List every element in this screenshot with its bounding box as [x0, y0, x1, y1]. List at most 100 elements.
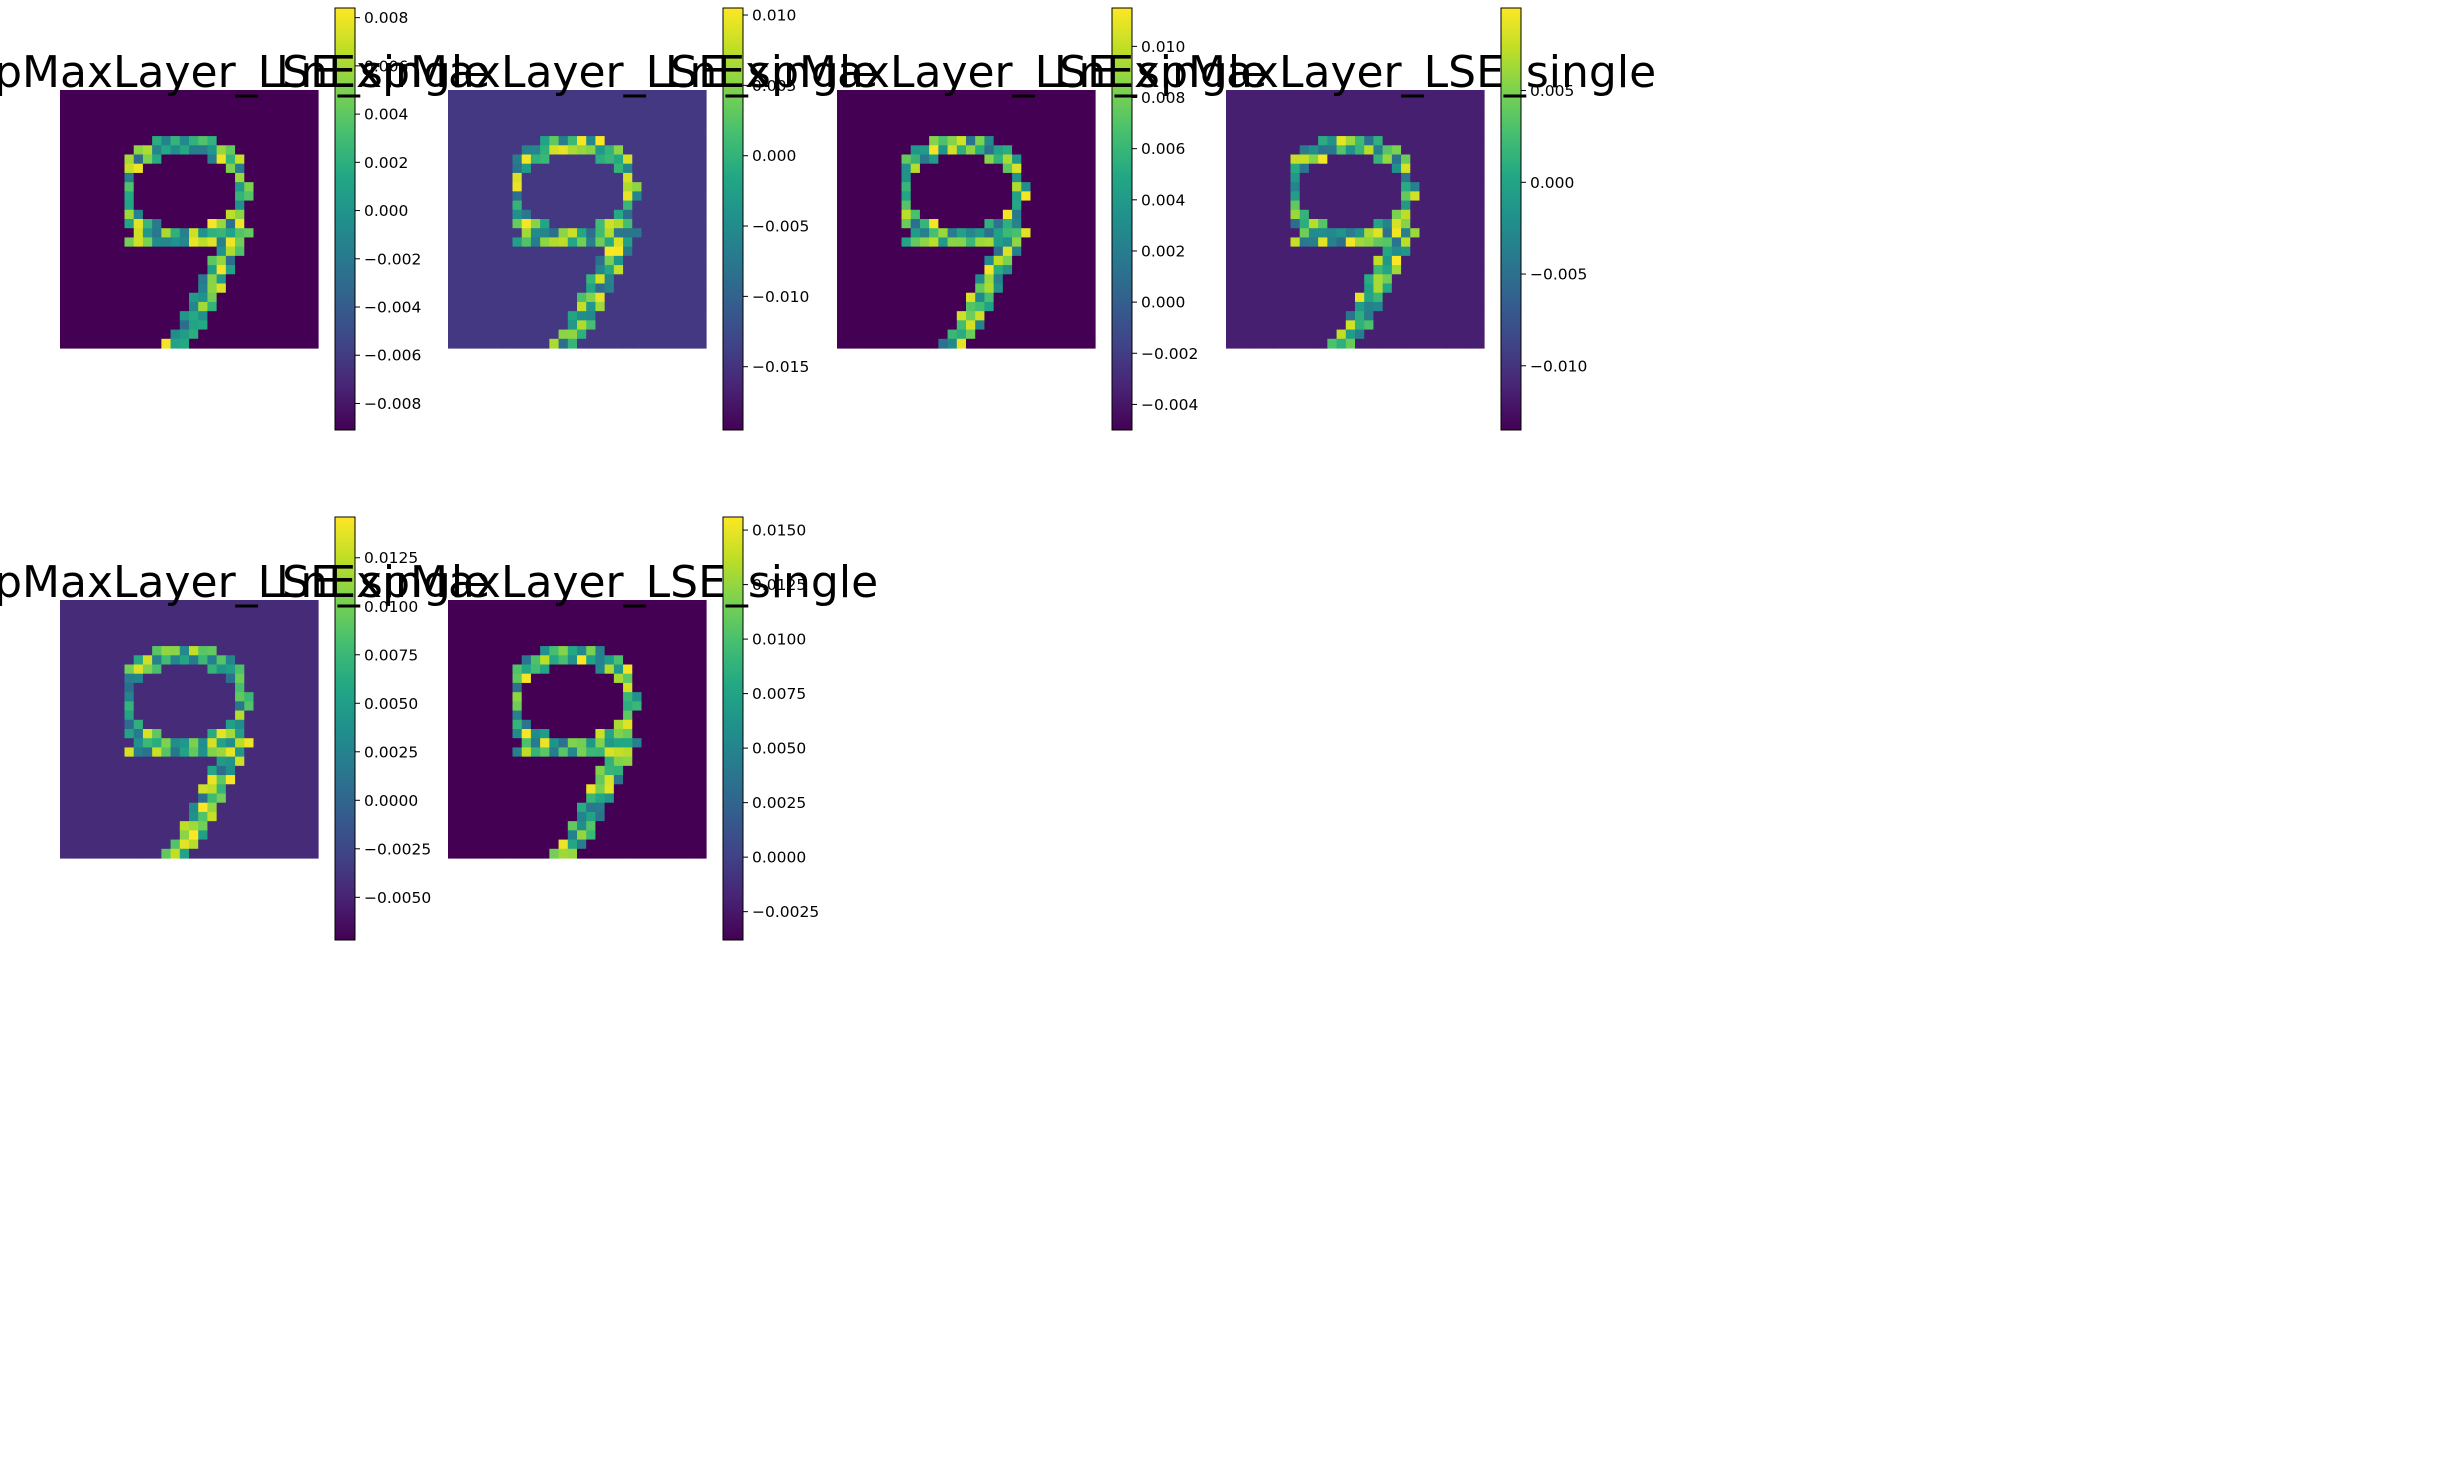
heatmap-cell	[271, 710, 282, 721]
heatmap-cell	[1262, 117, 1273, 128]
heatmap-cell	[69, 90, 80, 100]
heatmap-cell	[512, 655, 523, 666]
heatmap-cell	[142, 265, 153, 275]
subplot-2: 0.0100.0050.000−0.005−0.010−0.015LnExpMa…	[276, 7, 878, 431]
heatmap-cell	[837, 145, 847, 156]
heatmap-cell	[1272, 338, 1282, 349]
heatmap-cell	[873, 191, 884, 202]
heatmap-cell	[1272, 329, 1282, 340]
heatmap-cell	[1272, 255, 1282, 266]
heatmap-cell	[484, 719, 495, 730]
heatmap-cell	[235, 228, 245, 239]
heatmap-cell	[641, 209, 652, 220]
heatmap-cell	[189, 609, 199, 620]
heatmap-cell	[1290, 172, 1301, 183]
heatmap-cell	[503, 246, 514, 257]
heatmap-cell	[623, 756, 633, 767]
heatmap-cell	[687, 710, 698, 721]
heatmap-cell	[632, 338, 643, 349]
heatmap-cell	[484, 738, 495, 749]
heatmap-cell	[179, 265, 190, 275]
heatmap-cell	[290, 320, 301, 331]
heatmap-cell	[641, 765, 652, 776]
heatmap-cell	[106, 636, 116, 647]
heatmap-cell	[984, 246, 995, 257]
heatmap-cell	[60, 747, 70, 758]
heatmap-cell	[650, 775, 661, 785]
heatmap-cell	[1290, 108, 1301, 119]
heatmap-cell	[604, 145, 615, 156]
heatmap-cell	[696, 765, 707, 776]
heatmap-cell	[133, 701, 144, 712]
heatmap-cell	[956, 209, 967, 220]
heatmap-cell	[1058, 117, 1068, 128]
heatmap-cell	[947, 126, 958, 137]
heatmap-cell	[1244, 136, 1255, 146]
heatmap-cell	[494, 117, 504, 128]
heatmap-cell	[262, 627, 273, 638]
heatmap-cell	[873, 154, 884, 165]
heatmap-cell	[271, 664, 282, 675]
heatmap-cell	[152, 719, 162, 730]
heatmap-cell	[1058, 136, 1068, 146]
heatmap-cell	[993, 90, 1004, 100]
heatmap-cell	[512, 636, 523, 647]
heatmap-cell	[503, 191, 514, 202]
heatmap-cell	[198, 200, 209, 211]
heatmap-cell	[947, 228, 958, 239]
heatmap-cell	[466, 329, 477, 340]
heatmap-cell	[207, 747, 218, 758]
heatmap-cell	[198, 765, 209, 776]
heatmap-cell	[207, 692, 218, 702]
heatmap-cell	[1456, 237, 1467, 248]
heatmap-cell	[892, 255, 903, 266]
heatmap-cell	[892, 209, 903, 220]
heatmap-cell	[448, 126, 458, 137]
heatmap-cell	[1067, 228, 1078, 239]
heatmap-cell	[484, 209, 495, 220]
heatmap-cell	[198, 646, 209, 656]
heatmap-cell	[448, 145, 458, 156]
heatmap-cell	[161, 701, 172, 712]
heatmap-cell	[1067, 182, 1078, 192]
heatmap-cell	[179, 747, 190, 758]
heatmap-cell	[595, 228, 606, 239]
heatmap-cell	[466, 292, 477, 303]
heatmap-cell	[659, 848, 670, 859]
heatmap-cell	[993, 117, 1004, 128]
heatmap-cell	[161, 108, 172, 119]
heatmap-cell	[1410, 311, 1421, 321]
heatmap-cell	[1058, 246, 1068, 257]
heatmap-cell	[1281, 255, 1292, 266]
heatmap-cell	[225, 292, 236, 303]
colorbar-tick-label: 0.010	[1141, 38, 1185, 56]
heatmap-cell	[659, 338, 670, 349]
heatmap-cell	[669, 292, 679, 303]
heatmap-cell	[678, 793, 689, 804]
heatmap-cell	[883, 117, 893, 128]
heatmap-cell	[235, 609, 245, 620]
heatmap-cell	[1336, 99, 1347, 110]
heatmap-cell	[586, 126, 597, 137]
colorbar-tick-label: 0.0125	[364, 549, 418, 567]
heatmap-cell	[308, 664, 319, 675]
heatmap-cell	[586, 99, 597, 110]
heatmap-cell	[910, 200, 921, 211]
heatmap-cell	[659, 219, 670, 229]
heatmap-cell	[207, 255, 218, 266]
heatmap-cell	[641, 99, 652, 110]
heatmap-cell	[503, 830, 514, 841]
heatmap-cell	[466, 673, 477, 684]
heatmap-cell	[115, 673, 126, 684]
heatmap-cell	[244, 848, 255, 859]
heatmap-cell	[687, 246, 698, 257]
heatmap-cell	[678, 292, 689, 303]
heatmap-cell	[281, 756, 291, 767]
heatmap-cell	[1299, 191, 1310, 202]
heatmap-cell	[484, 117, 495, 128]
heatmap-cell	[189, 145, 199, 156]
heatmap-cell	[558, 209, 569, 220]
heatmap-cell	[567, 172, 578, 183]
heatmap-cell	[170, 117, 181, 128]
heatmap-cell	[1012, 338, 1022, 349]
